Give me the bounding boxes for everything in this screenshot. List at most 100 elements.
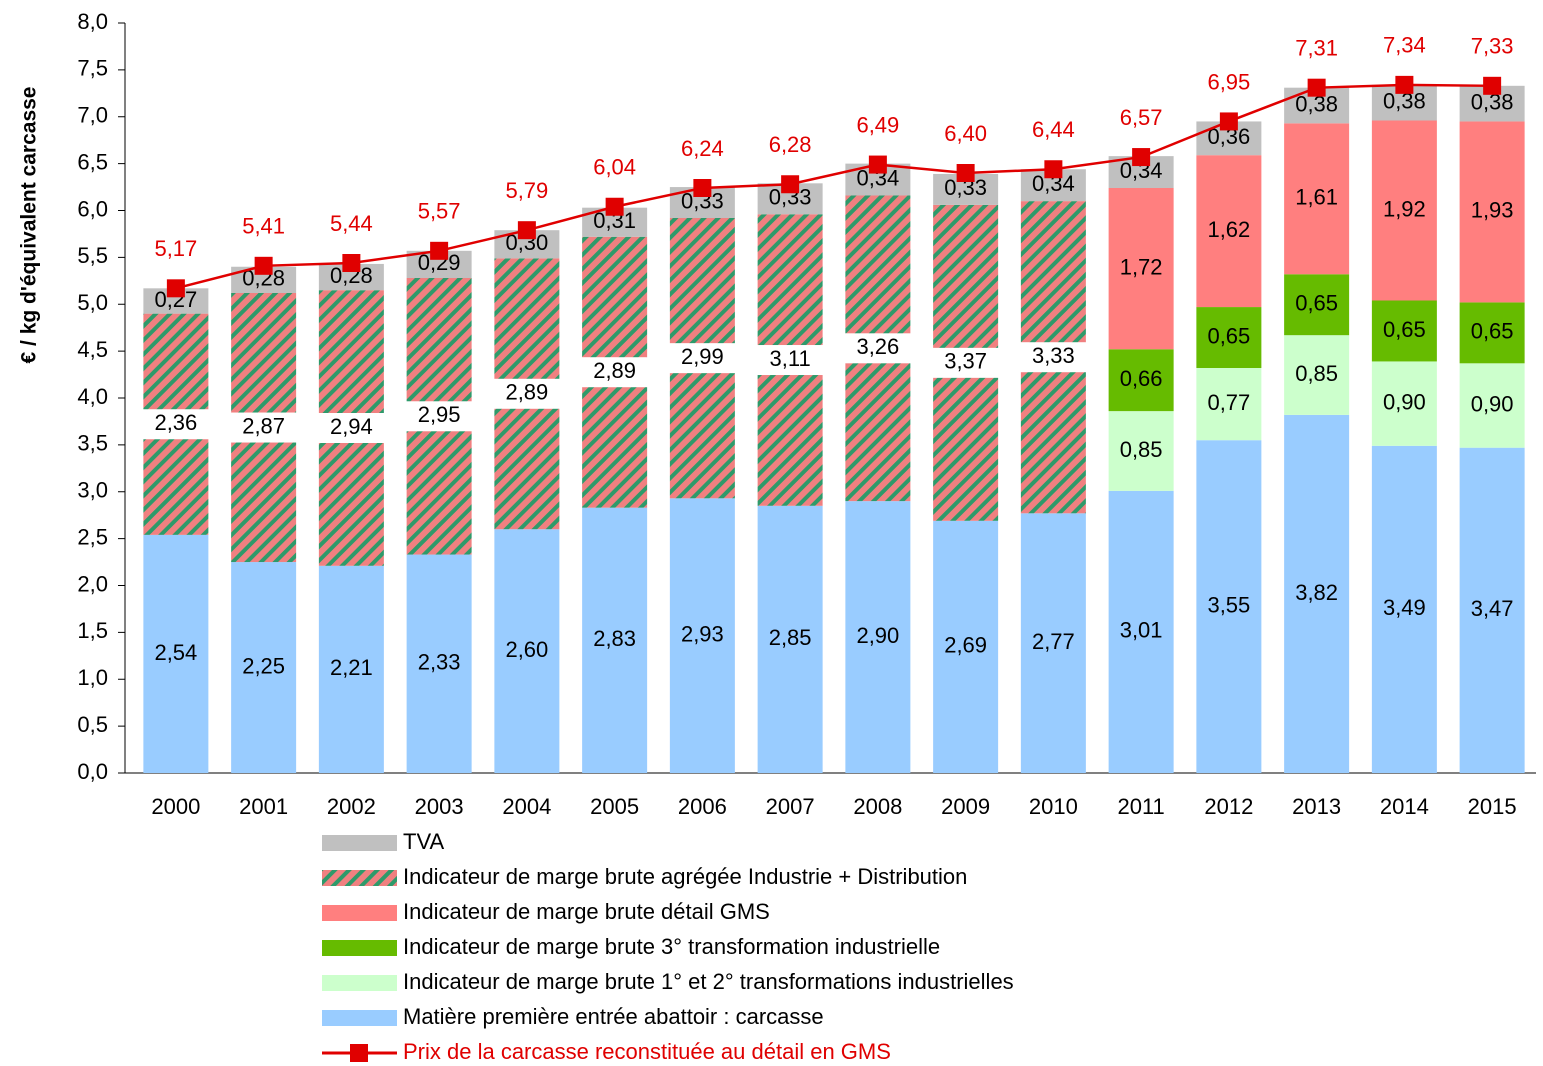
price-label: 6,95 [1207, 69, 1250, 94]
value-label: 0,65 [1383, 317, 1426, 342]
value-label: 1,93 [1471, 198, 1514, 223]
label-bg [492, 378, 561, 409]
label-bg [317, 413, 386, 443]
bar-segment [1371, 300, 1437, 362]
price-marker [254, 256, 273, 275]
bar-segment [757, 505, 823, 773]
price-label: 5,79 [505, 178, 548, 203]
y-tick-label: 7,5 [77, 56, 108, 81]
y-tick-label: 5,5 [77, 243, 108, 268]
price-label: 6,04 [593, 155, 636, 180]
value-label: 0,66 [1120, 366, 1163, 391]
value-label: 2,89 [505, 380, 548, 405]
value-label: 0,85 [1120, 437, 1163, 462]
value-label: 2,25 [242, 653, 285, 678]
legend-swatch [322, 905, 397, 921]
x-tick-label: 2001 [239, 794, 288, 819]
price-marker [1395, 75, 1414, 94]
price-marker [166, 279, 185, 298]
price-marker [1219, 112, 1238, 131]
bar-segment [1459, 447, 1525, 773]
bar-segment [406, 554, 472, 773]
bar-segment [1108, 490, 1174, 773]
bar-segment [669, 498, 735, 773]
legend-label: Indicateur de marge brute détail GMS [403, 899, 770, 924]
bar-segment [1020, 513, 1086, 773]
y-tick-label: 1,0 [77, 665, 108, 690]
bar-segment [318, 565, 384, 773]
legend-swatch [322, 940, 397, 956]
value-label: 3,11 [770, 346, 811, 371]
y-tick-label: 3,5 [77, 431, 108, 456]
price-line [175, 83, 1493, 290]
value-label: 2,85 [769, 625, 812, 650]
price-marker [605, 197, 624, 216]
legend-marker [350, 1044, 368, 1062]
y-tick-label: 3,0 [77, 478, 108, 503]
value-label: 3,55 [1207, 592, 1250, 617]
price-marker [342, 254, 361, 272]
value-label: 2,60 [505, 637, 548, 662]
value-label: 0,77 [1207, 390, 1250, 415]
legend-swatch [322, 975, 397, 991]
label-bg [229, 412, 298, 443]
legend-swatch [322, 870, 397, 886]
legend-swatch [322, 1010, 397, 1026]
bar-segment [1371, 445, 1437, 773]
y-tick-label: 2,5 [77, 524, 108, 549]
x-tick-label: 2002 [327, 794, 376, 819]
value-label: 2,33 [418, 650, 461, 675]
price-label: 6,44 [1032, 117, 1075, 142]
price-label: 6,40 [944, 121, 987, 146]
label-bg [141, 409, 210, 440]
bar-segment [1371, 120, 1437, 301]
label-bg [1019, 342, 1088, 373]
y-axis-label: € / kg d'équivalent carcasse [18, 87, 41, 364]
value-label: 2,21 [330, 655, 373, 680]
price-marker [1132, 148, 1151, 167]
label-bg [405, 401, 474, 432]
y-tick-label: 6,5 [77, 149, 108, 174]
legend-label: Indicateur de marge brute agrégée Indust… [403, 864, 967, 889]
bar-segment [1459, 363, 1525, 448]
legend-label: TVA [403, 829, 444, 854]
price-label: 7,33 [1471, 34, 1514, 59]
label-bg [580, 357, 649, 388]
value-label: 2,90 [856, 623, 899, 648]
value-label: 1,61 [1295, 185, 1338, 210]
value-label: 1,92 [1383, 196, 1426, 221]
price-marker [517, 221, 536, 240]
price-label: 5,17 [154, 236, 197, 261]
price-marker [1307, 78, 1326, 97]
price-label: 5,41 [242, 214, 285, 239]
value-label: 2,36 [154, 410, 197, 435]
x-tick-label: 2005 [590, 794, 639, 819]
price-label: 6,24 [681, 136, 724, 161]
legend-label: Indicateur de marge brute 3° transformat… [403, 934, 940, 959]
bar-segment [1108, 349, 1174, 412]
bar-segment [494, 529, 560, 773]
x-tick-label: 2010 [1029, 794, 1078, 819]
legend-label: Matière première entrée abattoir : carca… [403, 1004, 824, 1029]
y-tick-label: 8,0 [77, 9, 108, 34]
label-bg [843, 333, 912, 364]
y-tick-label: 5,0 [77, 290, 108, 315]
legend-label: Indicateur de marge brute 1° et 2° trans… [403, 969, 1014, 994]
price-label: 6,57 [1120, 105, 1163, 130]
value-label: 0,90 [1383, 389, 1426, 414]
bar-segment [582, 507, 648, 773]
value-label: 3,33 [1032, 343, 1075, 368]
value-label: 2,69 [944, 633, 987, 658]
x-tick-label: 2014 [1380, 794, 1429, 819]
bar-segment [1108, 411, 1174, 491]
x-tick-label: 2006 [678, 794, 727, 819]
x-tick-label: 2013 [1292, 794, 1341, 819]
value-label: 2,83 [593, 626, 636, 651]
value-label: 1,72 [1120, 254, 1163, 279]
price-marker [1044, 160, 1063, 179]
value-label: 2,77 [1032, 629, 1075, 654]
x-tick-label: 2011 [1117, 794, 1164, 819]
x-tick-label: 2008 [853, 794, 902, 819]
y-tick-label: 1,5 [77, 618, 108, 643]
